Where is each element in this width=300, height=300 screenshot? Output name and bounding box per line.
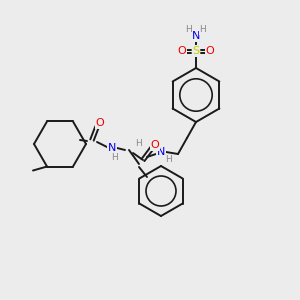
Text: O: O — [96, 118, 104, 128]
Text: H: H — [166, 155, 172, 164]
Text: H: H — [200, 26, 206, 34]
Text: N: N — [157, 147, 165, 157]
Text: H: H — [186, 26, 192, 34]
Text: O: O — [178, 46, 186, 56]
Text: H: H — [112, 154, 118, 163]
Text: O: O — [206, 46, 214, 56]
Text: N: N — [108, 143, 116, 153]
Text: H: H — [135, 139, 141, 148]
Text: S: S — [192, 46, 200, 56]
Text: O: O — [151, 140, 159, 150]
Text: N: N — [192, 31, 200, 41]
